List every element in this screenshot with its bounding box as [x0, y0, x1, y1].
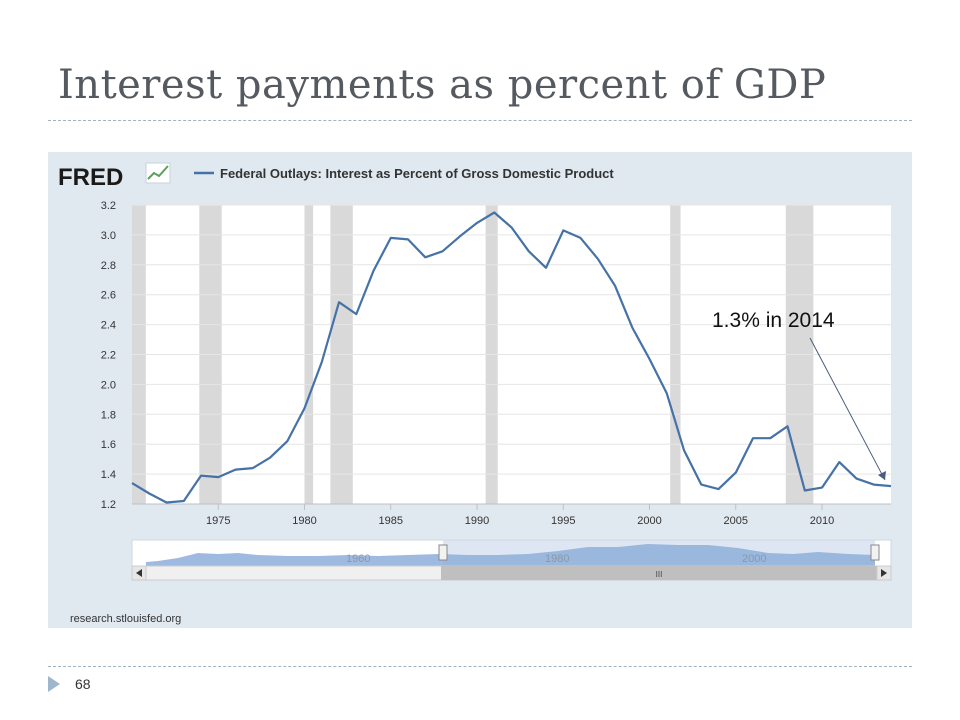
x-tick-label: 1990 [465, 515, 489, 527]
scroll-left-icon [136, 569, 142, 577]
navigator-label-1960: 1960 [346, 553, 370, 565]
grid-lines [132, 204, 891, 505]
x-tick-label: 1985 [379, 515, 403, 527]
fred-chart: FRED Federal Outlays: Interest as Percen… [58, 162, 892, 625]
y-tick-label: 3.0 [101, 230, 116, 242]
annotation-arrowhead [878, 471, 886, 481]
source-link[interactable]: research.stlouisfed.org [70, 613, 181, 625]
range-navigator[interactable]: 1960 1980 2000 [131, 539, 892, 567]
navigator-handle-right[interactable] [870, 544, 880, 561]
x-tick-label: 1975 [206, 515, 230, 527]
y-axis: 1.2 1.4 1.6 1.8 2.0 2.2 2.4 2.6 2.8 3.0 3.2 [101, 200, 116, 511]
footer-divider [48, 666, 912, 667]
scroll-right-icon [881, 569, 887, 577]
y-tick-label: 2.8 [101, 260, 116, 272]
x-tick-label: 2000 [637, 515, 661, 527]
chart-scrollbar[interactable]: III [131, 565, 892, 581]
series-line-0[interactable] [131, 211, 892, 504]
scrollbar-thumb[interactable] [441, 566, 877, 580]
fred-logo: FRED [58, 164, 123, 191]
series-layer [131, 211, 892, 504]
slide-title: Interest payments as percent of GDP [58, 62, 827, 108]
y-tick-label: 2.6 [101, 290, 116, 302]
scrollbar-grip: III [656, 570, 663, 579]
y-tick-label: 1.2 [101, 499, 116, 511]
x-tick-label: 2005 [724, 515, 748, 527]
fred-chart-panel: FRED Federal Outlays: Interest as Percen… [48, 152, 912, 628]
navigator-label-1980: 1980 [545, 553, 569, 565]
page-number: 68 [75, 676, 91, 692]
x-tick-label: 2010 [810, 515, 834, 527]
navigator-area [146, 544, 875, 566]
legend-label[interactable]: Federal Outlays: Interest as Percent of … [220, 166, 614, 181]
y-tick-label: 2.2 [101, 350, 116, 362]
x-tick-label: 1995 [551, 515, 575, 527]
y-tick-label: 2.4 [101, 320, 116, 332]
y-tick-label: 1.4 [101, 469, 116, 481]
y-tick-label: 3.2 [101, 200, 116, 212]
annotation-arrow-line [809, 337, 886, 481]
annotation-label: 1.3% in 2014 [712, 309, 835, 332]
y-tick-label: 1.6 [101, 439, 116, 451]
navigator-handle-left[interactable] [438, 544, 448, 561]
fred-logo-chart-icon [145, 162, 171, 184]
x-axis: 1975 1980 1985 1990 1995 2000 2005 2010 [132, 503, 891, 527]
x-tick-label: 1980 [292, 515, 316, 527]
y-tick-label: 1.8 [101, 409, 116, 421]
title-divider [48, 120, 912, 121]
y-tick-label: 2.0 [101, 379, 116, 391]
page-marker-icon [48, 676, 60, 692]
navigator-label-2000: 2000 [742, 553, 766, 565]
